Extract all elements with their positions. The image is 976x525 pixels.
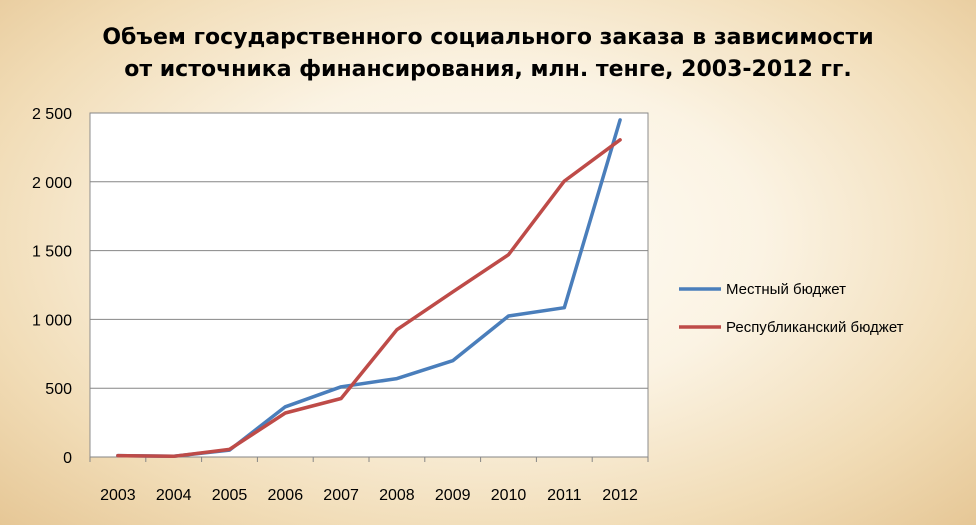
x-tick-label: 2004 (156, 487, 192, 504)
y-tick-label: 2 000 (32, 175, 72, 192)
x-tick-label: 2006 (268, 487, 304, 504)
chart-title: Объем государственного социального заказ… (0, 22, 976, 86)
chart-title-line-2: от источника финансирования, млн. тенге,… (124, 57, 852, 82)
y-tick-label: 2 500 (32, 106, 72, 123)
x-tick-label: 2011 (547, 487, 582, 504)
legend-label-2: Республиканский бюджет (726, 319, 904, 336)
x-tick-label: 2008 (379, 487, 415, 504)
y-tick-label: 1 000 (32, 312, 72, 329)
chart-title-line-1: Объем государственного социального заказ… (102, 25, 874, 50)
series-line-2 (116, 138, 622, 459)
y-tick-label: 500 (45, 381, 72, 398)
x-tick-label: 2009 (435, 487, 471, 504)
legend-label-1: Местный бюджет (726, 281, 846, 298)
y-tick-label: 0 (63, 450, 72, 467)
x-tick-label: 2007 (323, 487, 359, 504)
plot-background (89, 112, 649, 458)
x-tick-label: 2010 (491, 487, 527, 504)
x-tick-label: 2005 (212, 487, 248, 504)
x-tick-label: 2003 (100, 487, 136, 504)
y-tick-label: 1 500 (32, 244, 72, 261)
x-tick-label: 2012 (602, 487, 638, 504)
